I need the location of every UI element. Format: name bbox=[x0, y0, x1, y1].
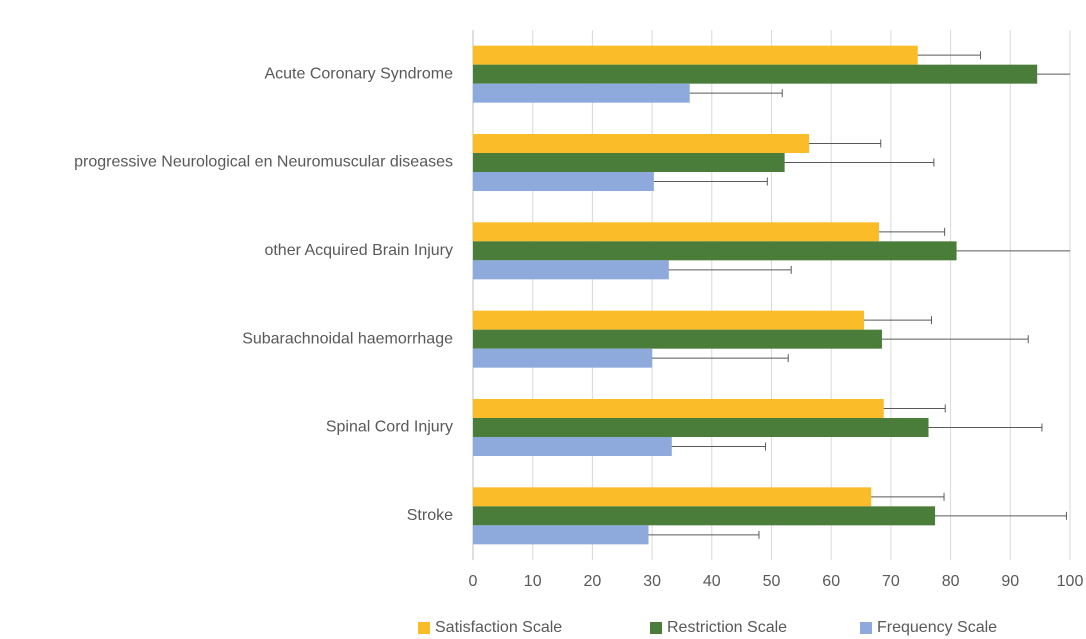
legend-swatch bbox=[650, 622, 662, 634]
x-tick-label: 60 bbox=[822, 573, 840, 590]
x-tick-label: 90 bbox=[1001, 573, 1019, 590]
x-tick-label: 50 bbox=[763, 573, 781, 590]
legend-label: Satisfaction Scale bbox=[435, 619, 562, 636]
bar bbox=[473, 134, 810, 153]
y-tick-label: progressive Neurological en Neuromuscula… bbox=[74, 154, 453, 171]
bar bbox=[473, 153, 785, 172]
x-tick-label: 40 bbox=[703, 573, 721, 590]
bar bbox=[473, 241, 957, 261]
bar bbox=[473, 487, 872, 507]
x-tick-label: 70 bbox=[882, 573, 900, 590]
x-tick-label: 100 bbox=[1057, 573, 1084, 590]
bar bbox=[473, 506, 936, 526]
bar bbox=[473, 418, 929, 437]
y-tick-label: Spinal Cord Injury bbox=[326, 419, 453, 436]
bar bbox=[473, 310, 865, 330]
bar bbox=[473, 222, 879, 242]
x-tick-label: 80 bbox=[942, 573, 960, 590]
bar bbox=[473, 83, 690, 103]
x-tick-label: 30 bbox=[643, 573, 661, 590]
legend-label: Frequency Scale bbox=[877, 619, 997, 636]
x-tick-label: 10 bbox=[524, 573, 542, 590]
bar bbox=[473, 348, 653, 368]
legend-swatch bbox=[418, 622, 430, 634]
bar bbox=[473, 437, 672, 456]
y-tick-label: Subarachnoidal haemorrhage bbox=[242, 330, 453, 347]
bar bbox=[473, 525, 649, 545]
bar bbox=[473, 329, 882, 349]
bar bbox=[473, 172, 654, 191]
legend-swatch bbox=[860, 622, 872, 634]
bar bbox=[473, 399, 884, 418]
x-tick-label: 20 bbox=[584, 573, 602, 590]
bar bbox=[473, 260, 669, 280]
y-tick-label: Acute Coronary Syndrome bbox=[264, 65, 453, 82]
bar bbox=[473, 45, 918, 65]
error-bars bbox=[515, 51, 1070, 539]
y-tick-label: Stroke bbox=[407, 507, 453, 524]
legend-label: Restriction Scale bbox=[667, 619, 787, 636]
y-tick-label: other Acquired Brain Injury bbox=[264, 242, 453, 259]
x-tick-label: 0 bbox=[469, 573, 478, 590]
bar bbox=[473, 64, 1038, 84]
